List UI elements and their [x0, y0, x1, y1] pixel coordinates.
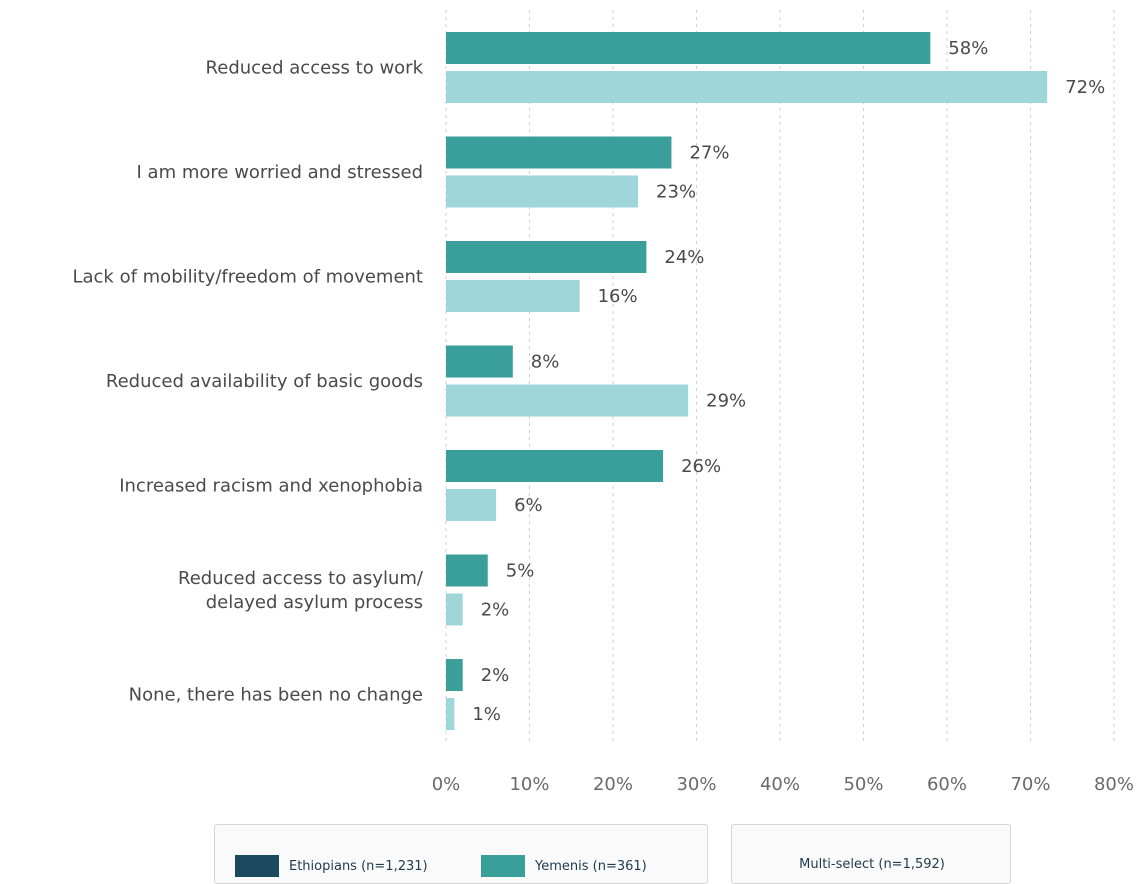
category-labels: Reduced access to work I am more worried … — [72, 58, 423, 706]
legend-label-ethiopians: Ethiopians (n=1,231) — [289, 858, 428, 874]
data-label: 16% — [598, 286, 638, 307]
bar — [446, 593, 463, 626]
x-tick-label: 30% — [676, 774, 716, 795]
bar — [446, 384, 689, 417]
legend-series-box: Ethiopians (n=1,231) Yemenis (n=361) — [214, 824, 708, 884]
data-label: 2% — [481, 665, 510, 686]
legend-item-ethiopians: Ethiopians (n=1,231) — [235, 855, 428, 877]
x-axis-ticks: 0% 10% 20% 30% 40% 50% 60% 70% 80% — [432, 774, 1134, 795]
legend-note-box: Multi-select (n=1,592) — [731, 824, 1011, 884]
data-label: 58% — [948, 38, 988, 59]
category-label: delayed asylum process — [206, 592, 423, 613]
legend-item-yemenis: Yemenis (n=361) — [481, 855, 647, 877]
data-label: 1% — [472, 704, 501, 725]
data-label: 27% — [689, 143, 729, 164]
x-tick-label: 60% — [927, 774, 967, 795]
data-label: 72% — [1065, 77, 1105, 98]
data-label: 26% — [681, 456, 721, 477]
bars — [446, 32, 1048, 730]
bar — [446, 32, 931, 64]
x-tick-label: 70% — [1010, 774, 1050, 795]
x-tick-label: 80% — [1094, 774, 1134, 795]
data-label: 24% — [664, 247, 704, 268]
category-label: Lack of mobility/freedom of movement — [72, 267, 423, 288]
data-label: 5% — [506, 561, 535, 582]
category-label: Increased racism and xenophobia — [119, 476, 423, 497]
bar — [446, 698, 455, 730]
bar — [446, 554, 488, 587]
x-tick-label: 0% — [432, 774, 461, 795]
category-label: Reduced access to work — [206, 58, 424, 79]
data-label: 2% — [481, 600, 510, 621]
data-label: 8% — [531, 352, 560, 373]
bar — [446, 450, 664, 482]
bar — [446, 345, 513, 378]
category-label: Reduced access to asylum/ — [178, 568, 424, 589]
category-label: None, there has been no change — [129, 685, 423, 706]
legend-swatch-yemenis — [481, 855, 525, 877]
legend-label-yemenis: Yemenis (n=361) — [535, 858, 647, 874]
multi-select-note: Multi-select (n=1,592) — [799, 857, 945, 872]
data-label: 23% — [656, 182, 696, 203]
bar — [446, 71, 1048, 103]
data-label: 6% — [514, 495, 543, 516]
x-tick-label: 10% — [509, 774, 549, 795]
legend-swatch-ethiopians — [235, 855, 279, 877]
bar — [446, 175, 639, 208]
legend-note: Multi-select (n=1,592) — [732, 857, 1012, 872]
value-labels: 58% 72% 27% 23% 24% 16% 8% 29% 26% 6% 5% 2% 2% 1% — [472, 38, 1105, 725]
bar — [446, 489, 497, 521]
x-tick-label: 50% — [843, 774, 883, 795]
gridlines — [445, 10, 1115, 742]
x-tick-label: 40% — [760, 774, 800, 795]
bar — [446, 241, 647, 273]
category-label: I am more worried and stressed — [137, 162, 423, 183]
x-tick-label: 20% — [593, 774, 633, 795]
bar — [446, 280, 580, 312]
bar — [446, 136, 672, 169]
data-label: 29% — [706, 391, 746, 412]
bar — [446, 659, 463, 691]
category-label: Reduced availability of basic goods — [106, 371, 423, 392]
